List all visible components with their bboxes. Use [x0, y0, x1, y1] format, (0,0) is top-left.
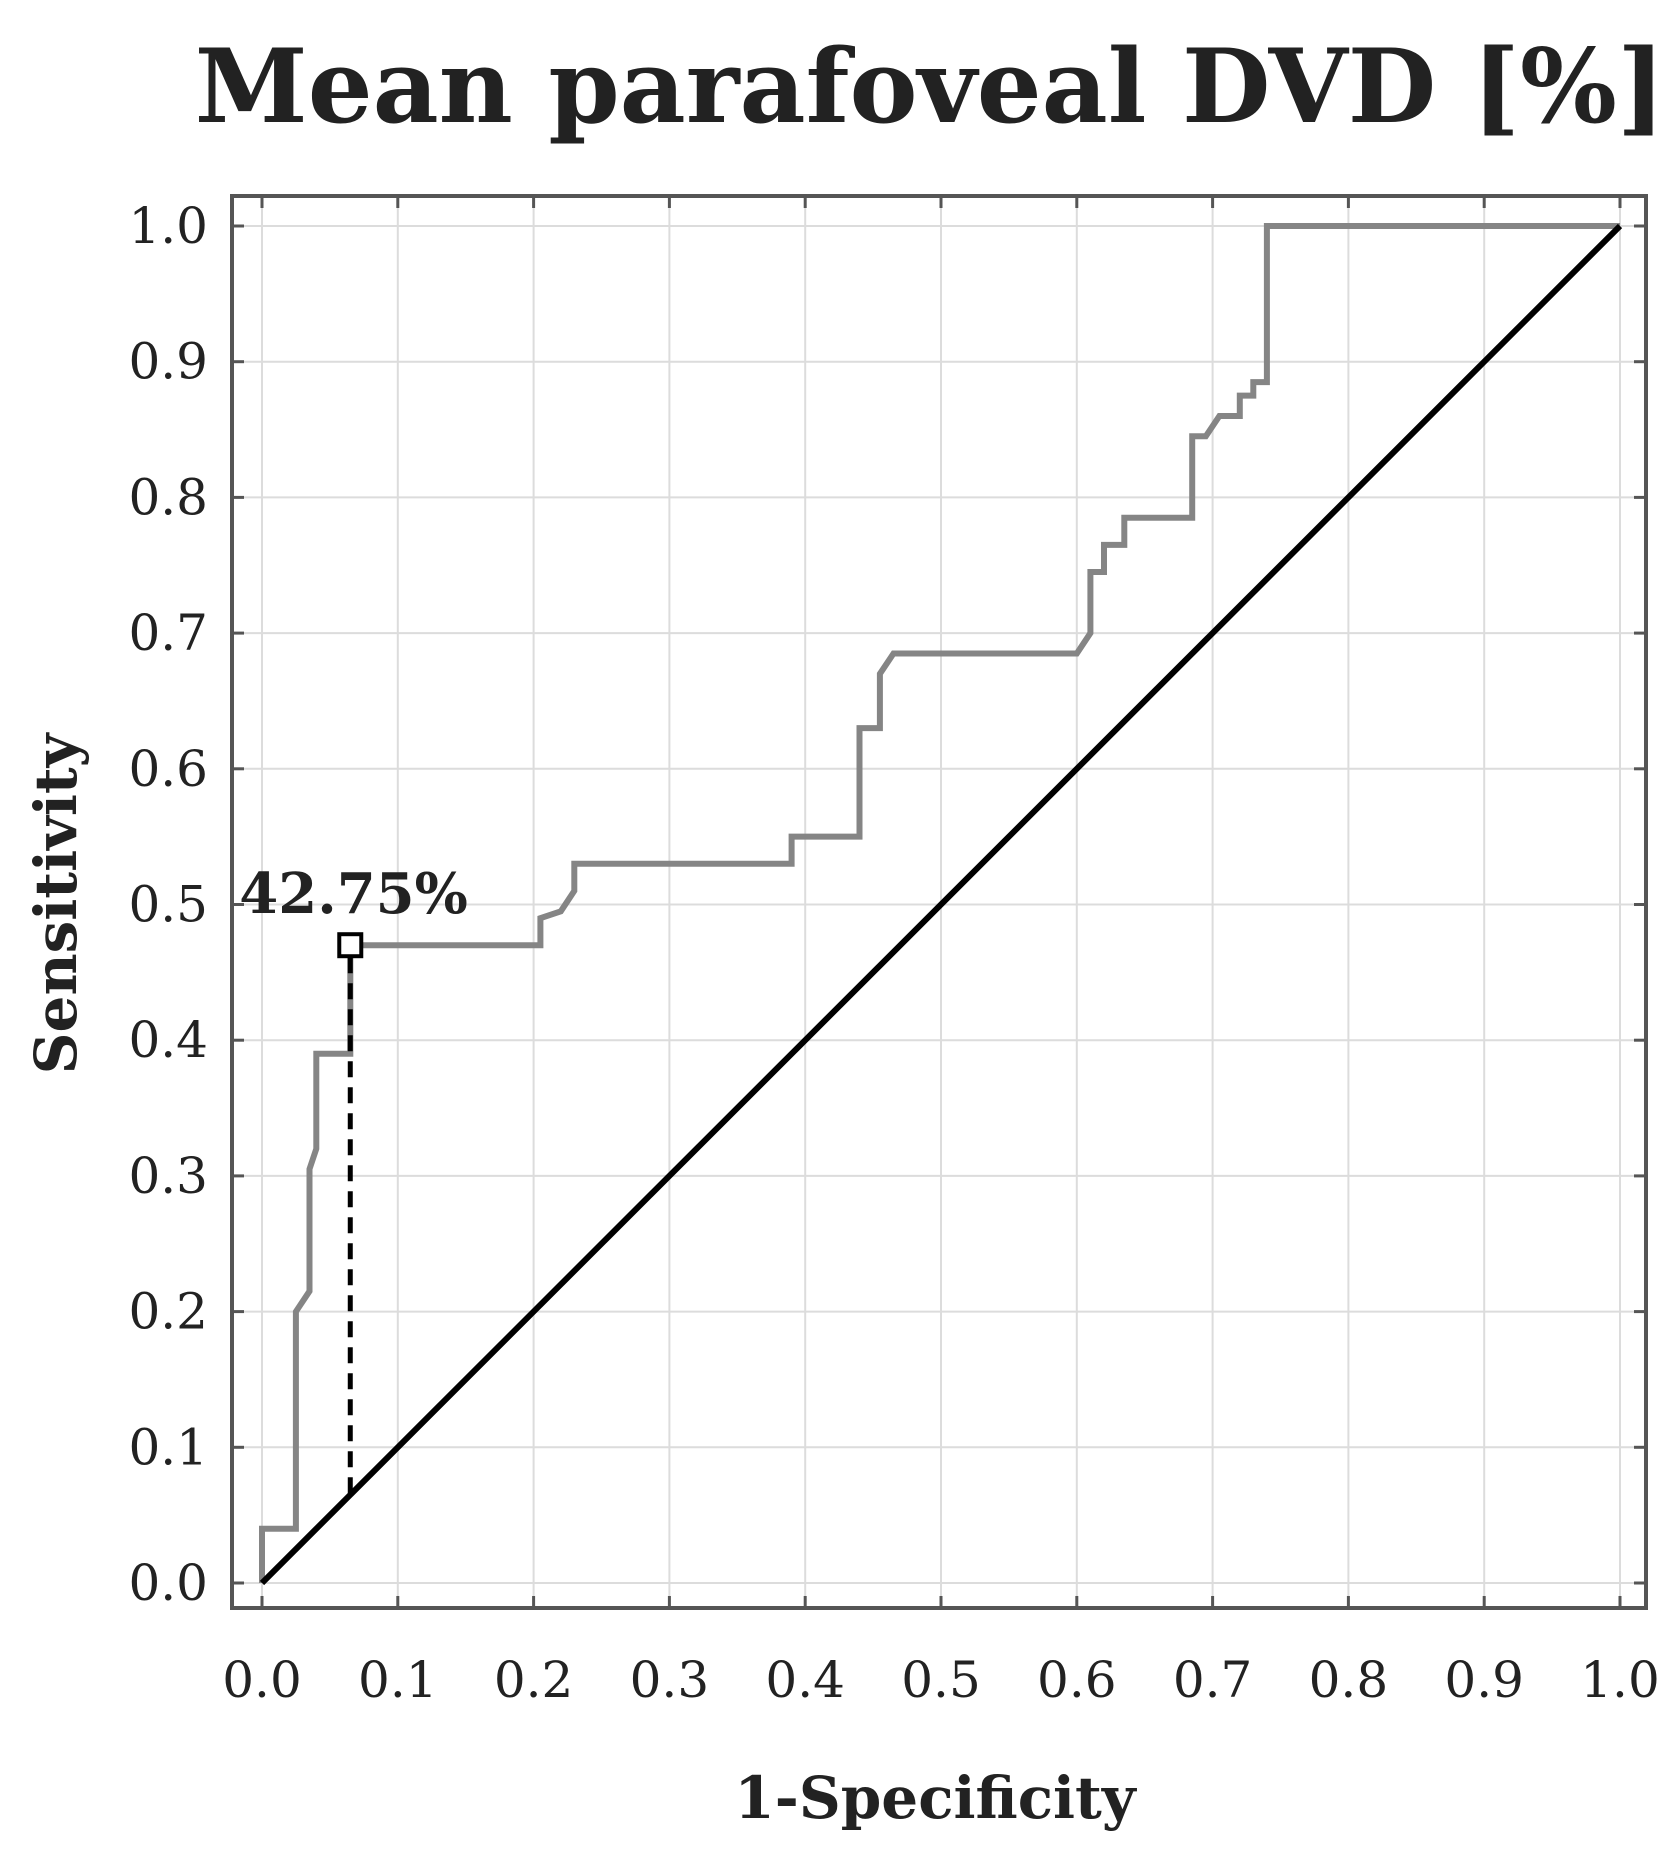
y-tick-label: 0.3: [128, 1147, 208, 1205]
x-tick-label: 0.5: [901, 1651, 981, 1709]
x-tick-label: 0.2: [494, 1651, 574, 1709]
y-tick-label: 0.7: [128, 604, 208, 662]
x-tick-label: 0.8: [1309, 1651, 1389, 1709]
y-tick-label: 0.4: [128, 1011, 208, 1069]
y-tick-label: 0.9: [128, 333, 208, 391]
x-tick-label: 1.0: [1580, 1651, 1660, 1709]
cutoff-marker-group: 42.75%: [239, 861, 468, 1495]
cutoff-point-marker: [337, 932, 364, 959]
y-axis-label: Sensitivity: [22, 731, 90, 1074]
x-tick-label: 0.7: [1173, 1651, 1253, 1709]
x-tick-label: 0.9: [1444, 1651, 1524, 1709]
cutoff-label: 42.75%: [239, 861, 468, 927]
x-tick-label: 0.0: [222, 1651, 302, 1709]
x-tick-label: 0.1: [358, 1651, 438, 1709]
axis-ticks: 0.0 0.1 0.2 0.3 0.4 0.5 0.6 0.7 0.8 0.9 1.0 0.0 0.1 0…: [128, 196, 1660, 1709]
chart-title: Mean parafoveal DVD [%]: [195, 27, 1665, 147]
x-tick-label: 0.4: [765, 1651, 845, 1709]
roc-curve-line: [259, 223, 1620, 1583]
x-tick-label: 0.3: [630, 1651, 710, 1709]
grid-lines: [234, 198, 1644, 1606]
y-tick-label: 1.0: [128, 197, 208, 255]
y-tick-label: 0.6: [128, 740, 208, 798]
y-tick-label: 0.8: [128, 468, 208, 526]
y-tick-label: 0.1: [128, 1418, 208, 1476]
y-tick-label: 0.0: [128, 1554, 208, 1612]
series-layer: [259, 223, 1623, 1586]
x-tick-label: 0.6: [1037, 1651, 1117, 1709]
y-tick-label: 0.5: [128, 876, 208, 934]
x-axis-label: 1-Specificity: [734, 1764, 1137, 1832]
reference-diagonal-line: [259, 223, 1623, 1586]
y-tick-label: 0.2: [128, 1283, 208, 1341]
